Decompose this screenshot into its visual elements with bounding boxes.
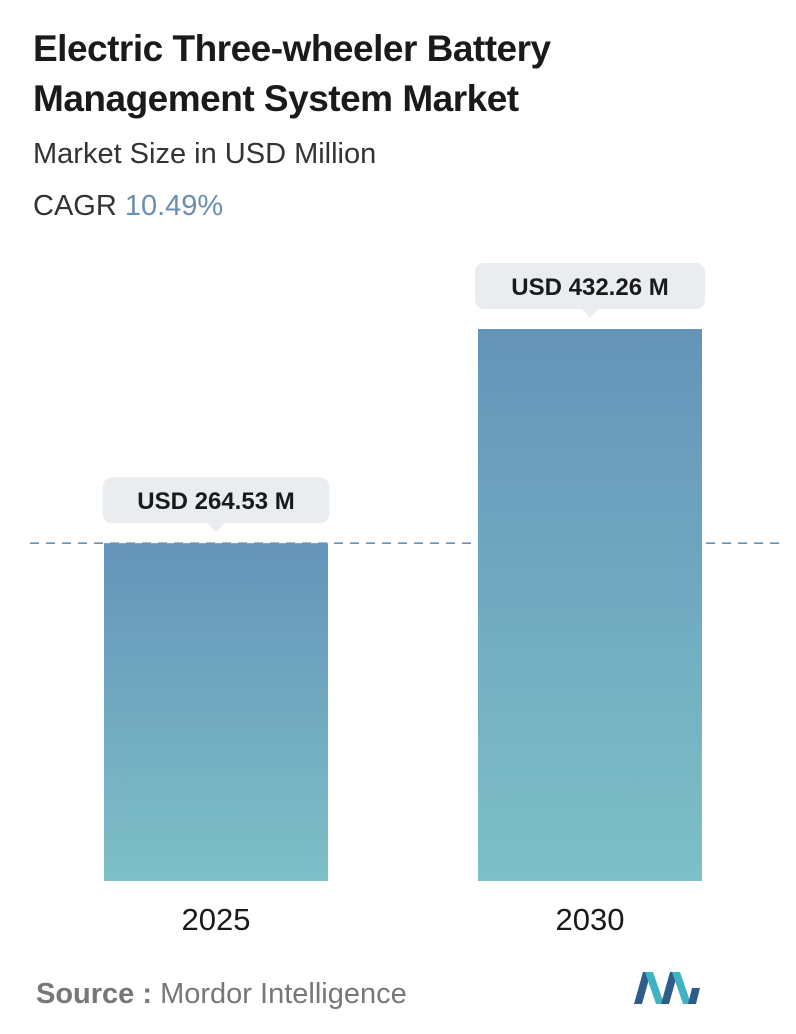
x-tick-label-2030: 2030 bbox=[556, 902, 625, 937]
value-callout-2030: USD 432.26 M bbox=[475, 263, 705, 318]
source-label: Source : bbox=[36, 978, 153, 1010]
source-value: Mordor Intelligence bbox=[160, 978, 407, 1010]
value-label-2030: USD 432.26 M bbox=[511, 274, 668, 301]
cagr-value: 10.49% bbox=[124, 190, 224, 222]
chart-subtitle: Market Size in USD Million bbox=[33, 138, 377, 170]
chart-title: Electric Three-wheeler Battery Managemen… bbox=[33, 28, 551, 119]
mordor-intelligence-logo-icon bbox=[634, 972, 700, 1004]
value-label-2025: USD 264.53 M bbox=[137, 488, 294, 515]
cagr-line: CAGR 10.49% bbox=[33, 190, 223, 223]
source-line: Source : Mordor Intelligence bbox=[36, 978, 407, 1011]
value-callout-2025: USD 264.53 M bbox=[103, 477, 329, 533]
bar-2030 bbox=[478, 329, 702, 881]
cagr-label: CAGR bbox=[33, 190, 117, 222]
x-tick-label-2025: 2025 bbox=[182, 902, 251, 937]
bars-group bbox=[104, 329, 702, 881]
bar-2025 bbox=[104, 543, 328, 881]
value-callouts: USD 264.53 M USD 432.26 M bbox=[103, 263, 705, 533]
bar-chart: USD 264.53 M USD 432.26 M 2025 2030 bbox=[30, 263, 786, 937]
x-axis-labels: 2025 2030 bbox=[182, 902, 625, 937]
